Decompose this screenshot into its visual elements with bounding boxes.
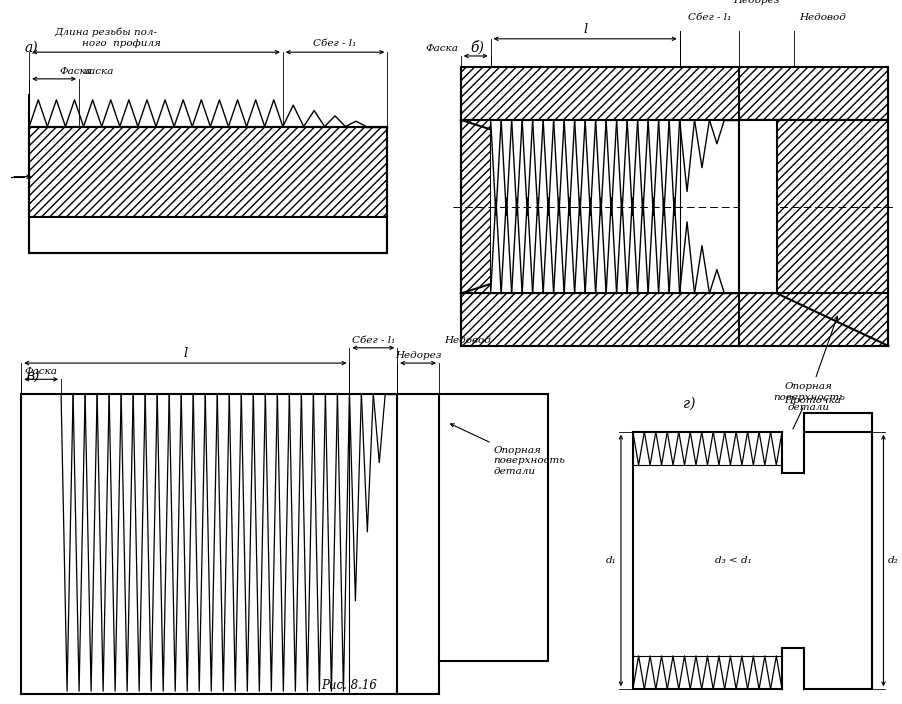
Text: в): в)	[26, 368, 40, 382]
Text: d₁: d₁	[606, 556, 617, 565]
Text: Опорная
поверхность
детали: Опорная поверхность детали	[450, 424, 566, 476]
Bar	[491, 120, 679, 294]
Bar	[740, 120, 888, 294]
Bar	[679, 120, 740, 294]
Text: ааска: ааска	[84, 67, 115, 76]
Bar	[461, 120, 491, 294]
Text: Фаска: Фаска	[59, 67, 92, 76]
Text: Недовод: Недовод	[444, 336, 491, 345]
Text: l: l	[183, 347, 188, 360]
Bar	[29, 127, 387, 217]
Text: Фаска: Фаска	[425, 44, 458, 53]
Bar	[29, 217, 387, 253]
Text: ного  профиля: ного профиля	[82, 39, 161, 49]
Text: Недовод: Недовод	[799, 13, 846, 22]
Text: Проточка: Проточка	[785, 396, 842, 405]
Bar	[740, 120, 888, 294]
Text: Сбег - l₁: Сбег - l₁	[688, 13, 731, 22]
Text: d₃ < d₁: d₃ < d₁	[715, 556, 752, 565]
Text: Недорез: Недорез	[395, 351, 441, 360]
Text: Фаска: Фаска	[24, 367, 58, 377]
Text: Длина резьбы пол-: Длина резьбы пол-	[55, 27, 158, 37]
Bar	[461, 294, 888, 346]
Text: г): г)	[683, 397, 695, 411]
Bar	[461, 68, 888, 120]
Text: а): а)	[24, 41, 38, 55]
Text: б): б)	[471, 41, 484, 55]
Bar	[461, 294, 888, 346]
Text: l: l	[583, 23, 587, 36]
Text: Недорез: Недорез	[733, 0, 780, 6]
Bar	[29, 127, 387, 217]
Text: Рис. 8.16: Рис. 8.16	[321, 679, 377, 692]
Bar	[461, 120, 491, 294]
Text: Сбег - l₁: Сбег - l₁	[313, 39, 356, 49]
Bar	[461, 68, 888, 120]
Text: Опорная
поверхность
детали: Опорная поверхность детали	[773, 316, 845, 412]
Text: Сбег - l₁: Сбег - l₁	[352, 336, 395, 345]
Text: d₂: d₂	[888, 556, 898, 565]
Bar	[740, 120, 777, 294]
